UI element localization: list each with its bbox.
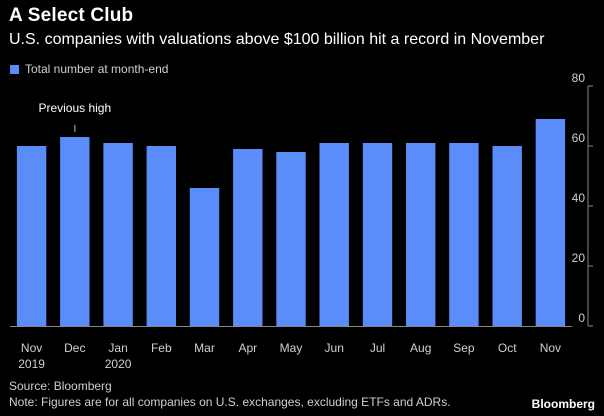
bar (492, 146, 522, 326)
x-tick-label: Jan (108, 341, 127, 355)
y-tick-label: 20 (572, 251, 586, 265)
chart-title: A Select Club (9, 5, 134, 26)
source-note: Source: Bloomberg (9, 379, 112, 393)
y-tick-label: 80 (572, 71, 586, 85)
legend: Total number at month-end (10, 62, 168, 76)
bar (103, 143, 133, 326)
bar (16, 146, 47, 326)
bar (146, 146, 176, 326)
x-tick-label: Nov (540, 341, 561, 355)
bar (406, 143, 436, 326)
x-tick-label: May (280, 341, 303, 355)
bloomberg-logo: Bloomberg (531, 397, 595, 411)
bar (60, 137, 90, 326)
x-tick-label: Nov (21, 341, 42, 355)
bar (276, 152, 306, 326)
y-tick-label: 40 (572, 191, 586, 205)
annotation-label: Previous high (38, 101, 111, 115)
bar (449, 143, 479, 326)
x-tick-label: Feb (151, 341, 172, 355)
chart-subtitle: U.S. companies with valuations above $10… (9, 31, 545, 48)
bar (189, 188, 220, 326)
y-tick-label: 0 (578, 311, 585, 325)
x-tick-label: Sep (453, 341, 475, 355)
x-tick-label: Jun (325, 341, 344, 355)
bar (233, 149, 263, 326)
x-tick-label: Apr (238, 341, 257, 355)
x-tick-label: Dec (64, 341, 85, 355)
bar (535, 119, 566, 326)
x-tick-sublabel: 2019 (18, 357, 45, 371)
x-tick-label: Oct (498, 341, 517, 355)
legend-swatch (10, 64, 19, 74)
y-tick-label: 60 (572, 131, 586, 145)
bar (319, 143, 349, 326)
x-tick-sublabel: 2020 (105, 357, 132, 371)
legend-label: Total number at month-end (25, 62, 169, 76)
x-tick-label: Mar (194, 341, 215, 355)
x-tick-label: Aug (410, 341, 431, 355)
footnote: Note: Figures are for all companies on U… (9, 395, 451, 409)
x-tick-label: Jul (370, 341, 385, 355)
bar (362, 143, 393, 326)
